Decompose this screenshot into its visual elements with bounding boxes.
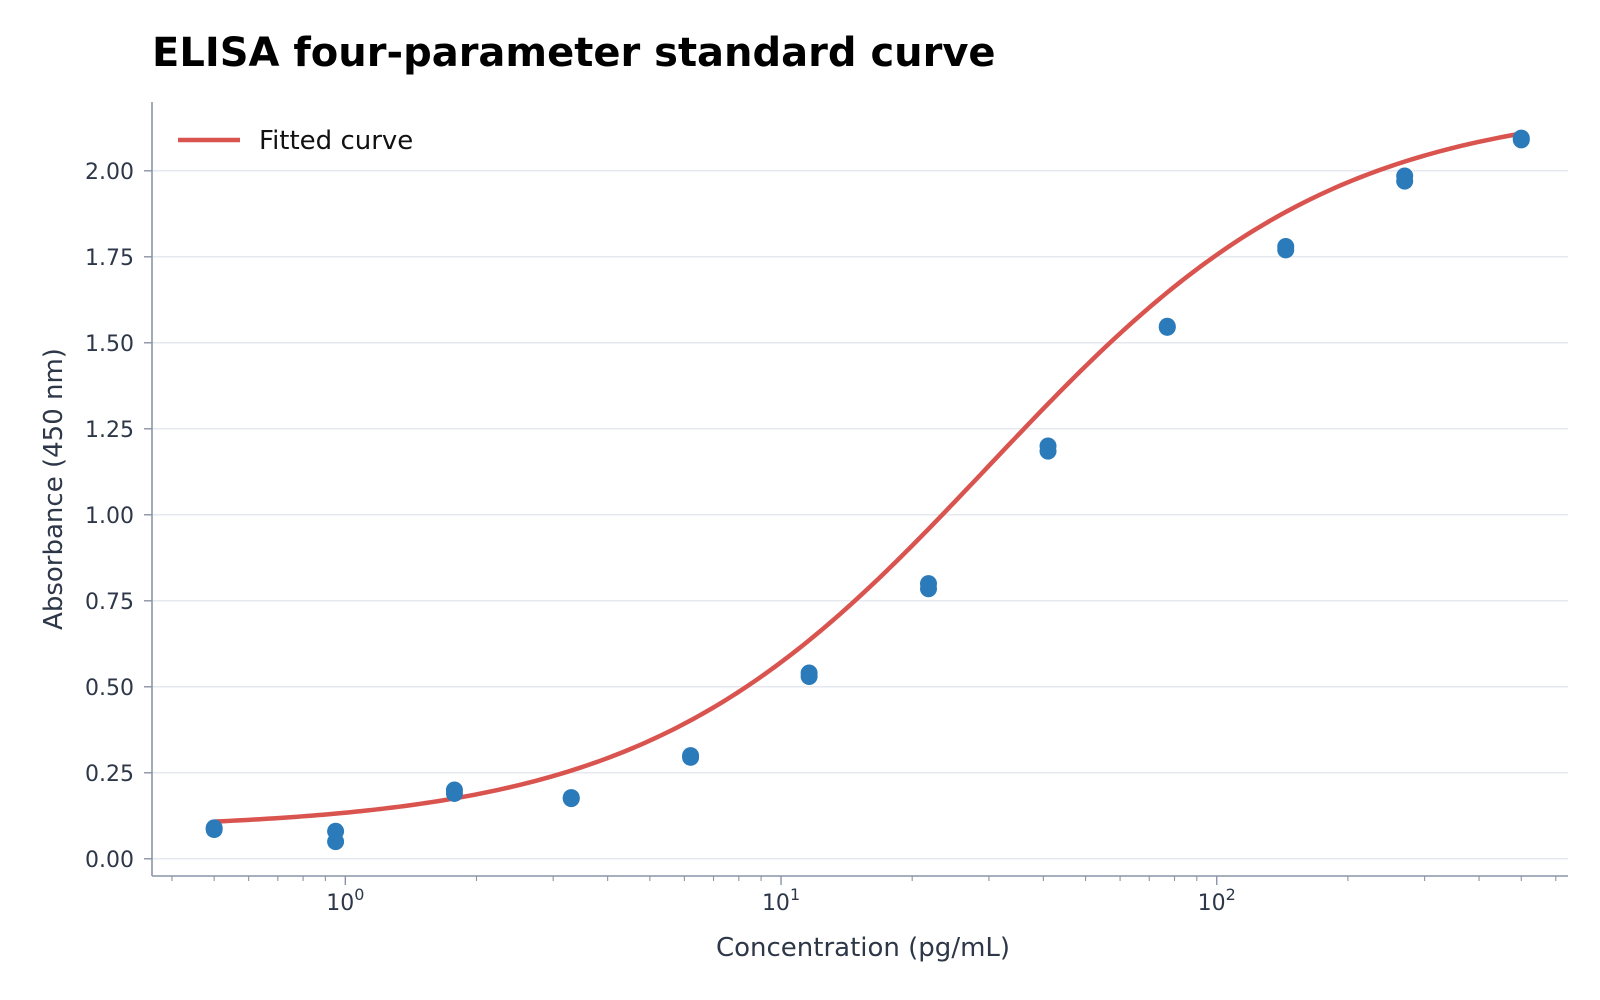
y-tick-label: 2.00	[85, 160, 134, 185]
y-tick-label: 1.50	[85, 332, 134, 357]
x-tick-label: 101	[762, 885, 800, 916]
data-point	[1277, 241, 1295, 259]
y-axis-label: Absorbance (450 nm)	[39, 348, 69, 630]
data-point	[1512, 131, 1530, 149]
y-tick-label: 0.50	[85, 676, 134, 701]
x-tick-label: 100	[326, 885, 364, 916]
data-point	[445, 784, 463, 802]
y-tick-label: 0.75	[85, 590, 134, 615]
data-points	[205, 129, 1530, 851]
y-tick-label: 0.00	[85, 848, 134, 873]
data-point	[920, 580, 938, 598]
y-tick-label: 0.25	[85, 762, 134, 787]
x-tick-label: 102	[1198, 885, 1236, 916]
data-point	[1039, 442, 1057, 460]
gridlines	[152, 170, 1568, 860]
data-point	[682, 747, 700, 765]
axes	[151, 102, 1568, 877]
legend: Fitted curve	[178, 126, 413, 156]
data-point	[327, 833, 345, 851]
y-ticks: 0.00 0.25 0.50 0.75 1.00 1.25 1.50 1.75 2.00	[85, 160, 152, 873]
x-axis-label: Concentration (pg/mL)	[716, 933, 1010, 963]
data-point	[1158, 317, 1176, 335]
data-point	[562, 789, 580, 807]
y-tick-label: 1.75	[85, 246, 134, 271]
chart-title: ELISA four-parameter standard curve	[152, 30, 996, 76]
x-ticks: 100 101 102	[171, 876, 1557, 916]
legend-label-fitted-curve: Fitted curve	[259, 126, 413, 156]
data-point	[1396, 172, 1414, 190]
fitted-curve-line	[211, 131, 1524, 824]
data-point	[800, 667, 818, 685]
y-tick-label: 1.00	[85, 504, 134, 529]
data-point	[205, 819, 223, 837]
y-tick-label: 1.25	[85, 418, 134, 443]
fitted-curve-layer	[211, 131, 1524, 824]
